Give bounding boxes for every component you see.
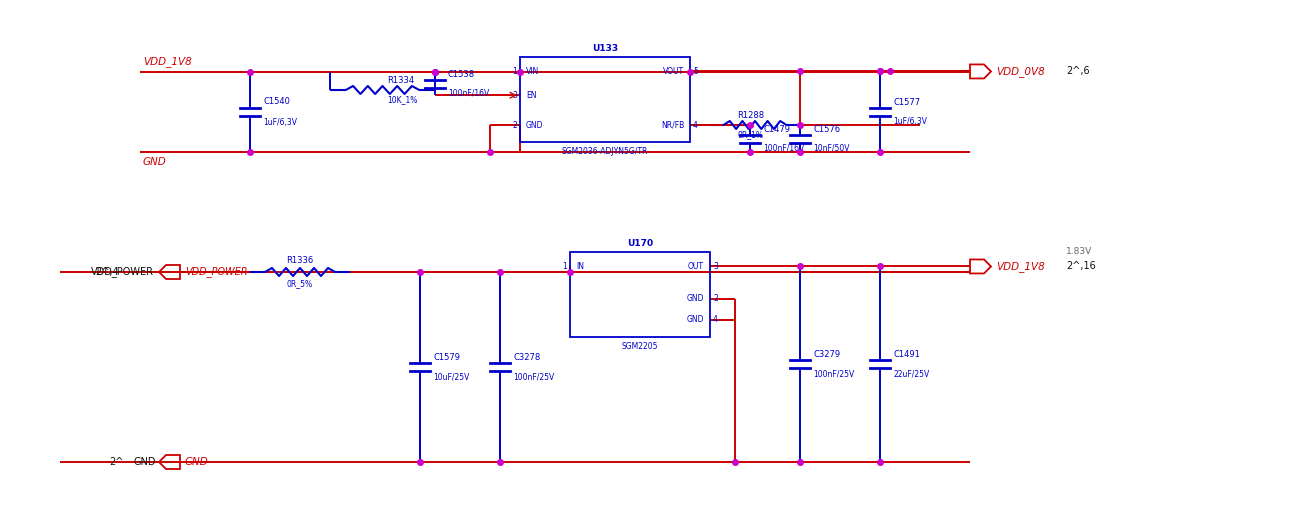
Text: GND: GND [686, 294, 705, 303]
Text: 10K_1%: 10K_1% [387, 96, 417, 104]
Text: 2^,4: 2^,4 [95, 267, 120, 277]
Text: OUT: OUT [688, 262, 705, 271]
Text: C3278: C3278 [514, 353, 541, 362]
Text: 10nF/50V: 10nF/50V [812, 144, 849, 153]
Text: 5: 5 [693, 67, 698, 76]
Text: 2^: 2^ [109, 457, 124, 467]
Text: 0R_5%: 0R_5% [287, 279, 313, 288]
Text: 1: 1 [562, 262, 567, 271]
Text: GND: GND [686, 315, 705, 325]
Text: VDD_POWER: VDD_POWER [91, 267, 153, 278]
Text: R1336: R1336 [286, 256, 313, 265]
Text: 2: 2 [712, 294, 718, 303]
Bar [569, 252, 710, 337]
Text: 4: 4 [693, 120, 698, 129]
Text: R1288: R1288 [737, 111, 764, 119]
Text: 2: 2 [512, 120, 517, 129]
Text: U133: U133 [592, 44, 618, 53]
Text: EN: EN [526, 91, 537, 100]
Text: 1uF/6,3V: 1uF/6,3V [893, 117, 927, 126]
Text: GND: GND [526, 120, 543, 129]
Text: U170: U170 [627, 239, 653, 248]
Text: 2^,16: 2^,16 [1066, 262, 1096, 271]
Text: C1577: C1577 [893, 98, 920, 107]
Text: IN: IN [576, 262, 584, 271]
Text: 100nF/16V: 100nF/16V [448, 88, 489, 98]
Text: 3: 3 [512, 91, 517, 100]
Text: NR/FB: NR/FB [660, 120, 684, 129]
Text: SGM2205: SGM2205 [621, 342, 658, 351]
Text: 3: 3 [712, 262, 718, 271]
Text: 1uF/6,3V: 1uF/6,3V [263, 118, 296, 127]
Text: VDD_POWER: VDD_POWER [185, 267, 247, 278]
Text: VDD_0V8: VDD_0V8 [996, 66, 1045, 77]
Text: VIN: VIN [526, 67, 539, 76]
Text: C1479: C1479 [763, 125, 790, 133]
Text: C1576: C1576 [812, 125, 840, 133]
Text: VDD_1V8: VDD_1V8 [143, 56, 192, 67]
Text: C1579: C1579 [433, 353, 460, 362]
Text: GND: GND [185, 457, 209, 467]
Text: 1: 1 [512, 67, 517, 76]
Text: 4: 4 [712, 315, 718, 325]
Text: 10uF/25V: 10uF/25V [433, 372, 469, 381]
Text: VOUT: VOUT [663, 67, 684, 76]
Text: SGM2036-ADJYN5G/TR: SGM2036-ADJYN5G/TR [562, 147, 649, 156]
Text: C3279: C3279 [812, 350, 840, 359]
Text: GND: GND [134, 457, 156, 467]
Text: 2^,6: 2^,6 [1066, 67, 1089, 77]
Text: C1491: C1491 [893, 350, 920, 359]
Text: C1540: C1540 [263, 97, 290, 106]
Text: GND: GND [143, 157, 166, 167]
Bar [520, 57, 690, 142]
Text: C1538: C1538 [448, 70, 474, 79]
Text: 100nF/25V: 100nF/25V [514, 372, 554, 381]
Text: 1.83V: 1.83V [1066, 247, 1092, 256]
Text: R1334: R1334 [387, 75, 415, 84]
Text: 100nF/25V: 100nF/25V [812, 369, 854, 378]
Text: 0R_1%: 0R_1% [737, 130, 763, 140]
Text: VDD_1V8: VDD_1V8 [996, 261, 1045, 272]
Text: 22uF/25V: 22uF/25V [893, 369, 929, 378]
Text: 100nF/16V: 100nF/16V [763, 144, 805, 153]
